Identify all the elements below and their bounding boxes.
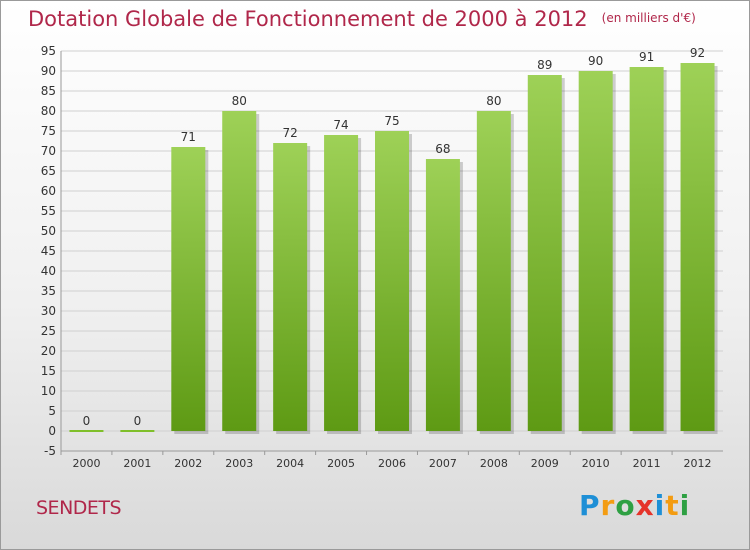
data-label: 0 (83, 414, 91, 428)
y-tick-label: 95 (41, 44, 56, 58)
y-tick-label: 5 (48, 404, 56, 418)
y-tick-label: -5 (44, 444, 56, 458)
data-label: 72 (283, 126, 298, 140)
bar-2011 (629, 67, 664, 431)
x-tick-label: 2006 (378, 457, 406, 470)
bar-2008 (476, 111, 511, 431)
chart-unit: (en milliers d'€) (601, 11, 696, 25)
bar-2009 (527, 75, 562, 431)
bar-2006 (375, 131, 409, 431)
y-tick-label: 80 (41, 104, 56, 118)
bar-2003 (222, 111, 257, 431)
y-tick-label: 35 (41, 284, 56, 298)
bars (69, 63, 718, 434)
x-tick-label: 2011 (633, 457, 661, 470)
y-tick-label: 15 (41, 364, 56, 378)
x-tick-label: 2001 (123, 457, 151, 470)
commune-name: SENDETS (36, 497, 122, 519)
y-tick-label: 0 (48, 424, 56, 438)
x-tick-label: 2012 (684, 457, 712, 470)
logo-letter: t (665, 489, 680, 522)
data-label: 90 (588, 54, 603, 68)
bar-2007 (425, 159, 460, 431)
x-tick-label: 2005 (327, 457, 355, 470)
y-tick-label: 50 (41, 224, 56, 238)
x-tick-label: 2007 (429, 457, 457, 470)
y-tick-label: 75 (41, 124, 56, 138)
x-tick-label: 2004 (276, 457, 304, 470)
logo-letter: o (615, 489, 636, 522)
data-label: 0 (134, 414, 142, 428)
bar-2004 (273, 143, 308, 431)
logo-letter: P (579, 489, 601, 522)
x-tick-label: 2000 (72, 457, 100, 470)
y-tick-label: 25 (41, 324, 56, 338)
bar-2010 (578, 71, 613, 431)
bar-2012 (680, 63, 715, 431)
logo-letter: x (635, 489, 655, 522)
x-tick-label: 2008 (480, 457, 508, 470)
logo-letter: i (654, 489, 666, 522)
axes: -5 0 5 10 15 20 25 30 35 40 45 50 55 60 65 70 75 80 85 90 95… (41, 44, 723, 470)
y-tick-label: 65 (41, 164, 56, 178)
data-label: 74 (333, 118, 348, 132)
chart-title: Dotation Globale de Fonctionnement de 20… (28, 7, 696, 31)
y-tick-label: 40 (41, 264, 56, 278)
bar-2005 (324, 135, 359, 431)
y-tick-label: 30 (41, 304, 56, 318)
data-label: 89 (537, 58, 552, 72)
y-tick-label: 10 (41, 384, 56, 398)
y-tick-label: 20 (41, 344, 56, 358)
data-label: 68 (435, 142, 450, 156)
y-tick-label: 85 (41, 84, 56, 98)
logo-letter: r (600, 489, 616, 522)
y-tick-label: 90 (41, 64, 56, 78)
x-tick-label: 2010 (582, 457, 610, 470)
data-label: 91 (639, 50, 654, 64)
proxiti-logo[interactable]: Proxiti (579, 489, 690, 522)
x-tick-label: 2009 (531, 457, 559, 470)
y-tick-label: 60 (41, 184, 56, 198)
data-label: 71 (181, 130, 196, 144)
chart-title-text: Dotation Globale de Fonctionnement de 20… (28, 7, 588, 31)
x-tick-label: 2002 (174, 457, 202, 470)
data-labels: 0 0 71 80 72 74 75 68 80 89 90 91 92 (83, 46, 706, 428)
data-label: 92 (690, 46, 705, 60)
y-tick-label: 70 (41, 144, 56, 158)
data-label: 80 (486, 94, 501, 108)
data-label: 75 (384, 114, 399, 128)
y-tick-label: 55 (41, 204, 56, 218)
x-tick-label: 2003 (225, 457, 253, 470)
data-label: 80 (232, 94, 247, 108)
bar-2002 (171, 147, 206, 431)
logo-letter: i (679, 489, 691, 522)
y-tick-label: 45 (41, 244, 56, 258)
